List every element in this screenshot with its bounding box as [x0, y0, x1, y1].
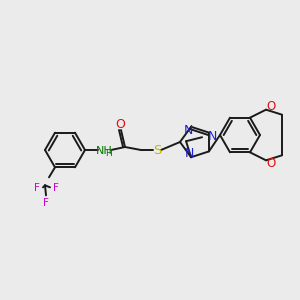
Text: O: O [115, 118, 125, 130]
Text: NH: NH [96, 146, 112, 156]
Text: N: N [207, 130, 217, 143]
Text: O: O [266, 100, 276, 113]
Text: F: F [43, 198, 49, 208]
Text: N: N [184, 147, 194, 160]
Text: S: S [153, 143, 161, 157]
Text: O: O [266, 157, 276, 170]
Text: F: F [53, 183, 59, 193]
Text: H: H [106, 149, 112, 158]
Text: N: N [183, 124, 193, 137]
Text: F: F [34, 183, 40, 193]
